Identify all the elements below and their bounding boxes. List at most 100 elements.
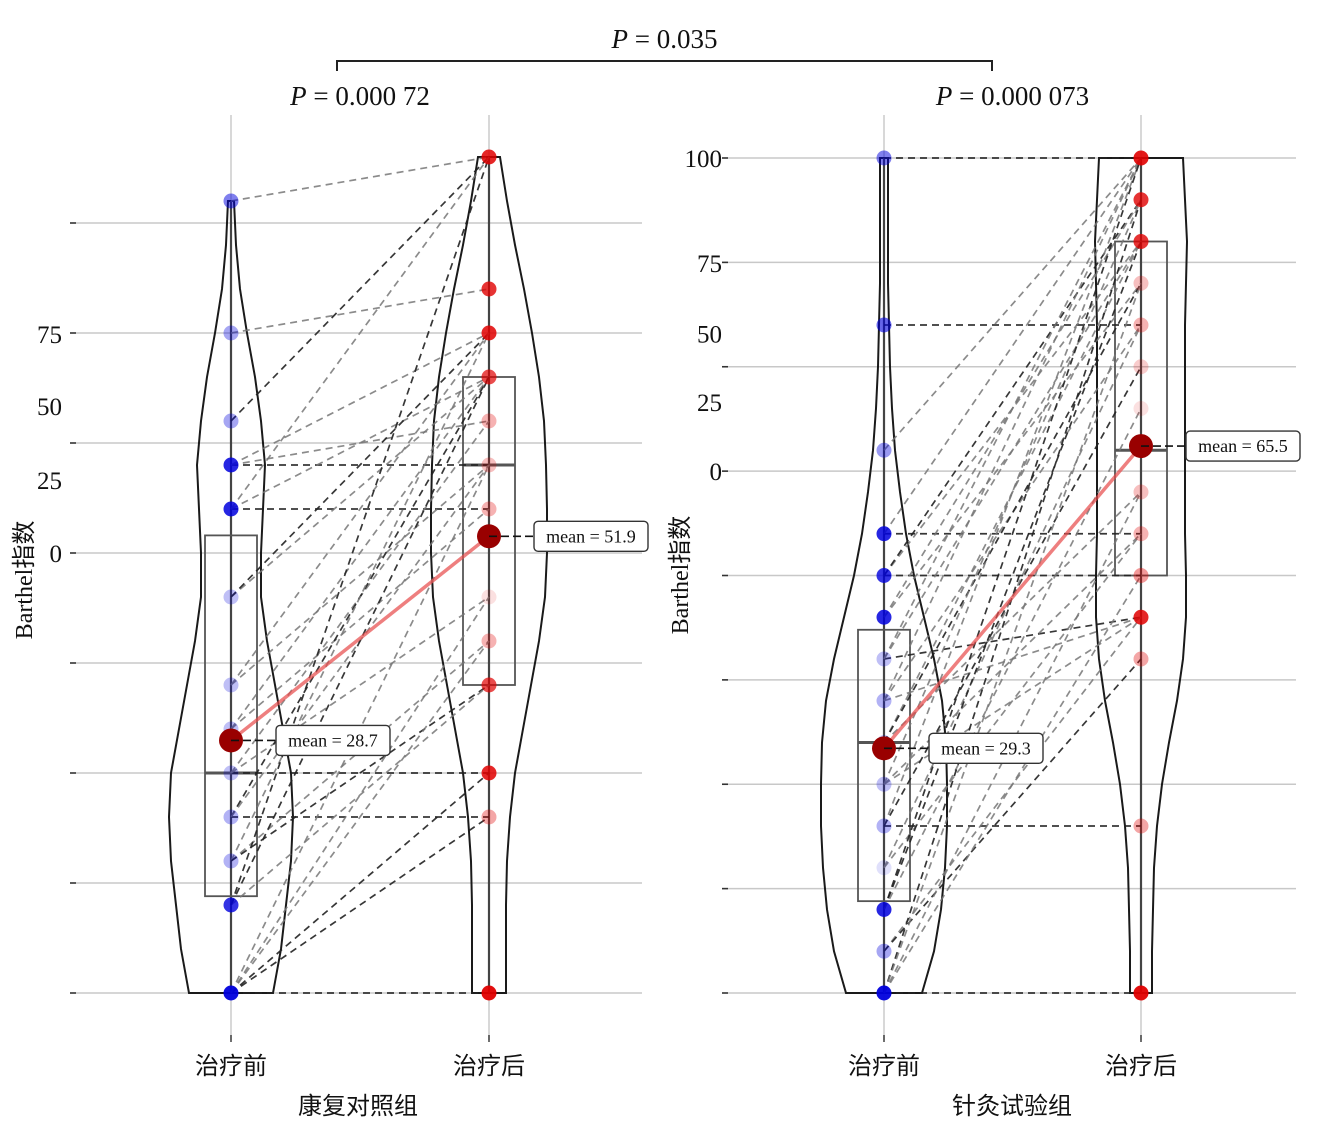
point-before (877, 526, 892, 541)
point-after (482, 590, 497, 605)
point-after (482, 986, 497, 1001)
group-axis-label: 针灸试验组 (952, 1092, 1072, 1120)
paired-line (884, 158, 1141, 534)
y-tick-label: 0 (50, 541, 63, 568)
y-tick-label: 75 (37, 322, 62, 349)
y-tick-label: 25 (37, 468, 62, 495)
paired-line (884, 158, 1141, 701)
x-tick-label: 治疗前 (195, 1052, 267, 1080)
point-after (1134, 526, 1149, 541)
point-after (1134, 568, 1149, 583)
point-before (224, 326, 239, 341)
point-after (1134, 276, 1149, 291)
point-after (482, 678, 497, 693)
point-after (482, 634, 497, 649)
y-tick-label: 50 (697, 321, 722, 348)
point-after (1134, 401, 1149, 416)
p-value-text: = 0.000 72 (307, 81, 430, 111)
point-before (877, 902, 892, 917)
point-after (482, 326, 497, 341)
paired-line (231, 377, 489, 597)
p-value-within-group: P = 0.000 72 (289, 81, 430, 111)
point-after (1134, 610, 1149, 625)
point-after (1134, 819, 1149, 834)
y-tick-label: 0 (710, 459, 723, 486)
x-tick-label: 治疗后 (453, 1052, 525, 1080)
mean-label-before: mean = 28.7 (288, 730, 378, 750)
paired-line (231, 685, 489, 905)
y-tick-label: 50 (37, 394, 62, 421)
p-symbol: P (935, 81, 953, 111)
paired-line (231, 333, 489, 861)
paired-line (884, 283, 1141, 993)
point-before (224, 810, 239, 825)
point-before (877, 860, 892, 875)
point-before (877, 610, 892, 625)
p-value-between-groups: P = 0.035 (611, 24, 718, 54)
point-after (482, 810, 497, 825)
point-after (1134, 652, 1149, 667)
paired-line (231, 157, 489, 201)
point-before (877, 318, 892, 333)
point-before (224, 986, 239, 1001)
point-before (877, 944, 892, 959)
point-before (877, 693, 892, 708)
paired-line (231, 157, 489, 905)
paired-line (884, 283, 1141, 742)
paired-line (884, 325, 1141, 701)
point-before (224, 414, 239, 429)
paired-line (231, 817, 489, 993)
point-after (482, 370, 497, 385)
point-before (877, 443, 892, 458)
point-before (224, 678, 239, 693)
y-tick-label: 75 (697, 251, 722, 278)
point-after (1134, 192, 1149, 207)
comparison-bracket (337, 61, 992, 71)
point-after (1134, 318, 1149, 333)
p-value-within-group: P = 0.000 073 (935, 81, 1089, 111)
p-value-text: = 0.000 073 (952, 81, 1089, 111)
point-after (482, 458, 497, 473)
point-before (224, 502, 239, 517)
paired-line (231, 157, 489, 421)
paired-violin-chart: mean = 28.7 mean = 51.9 mean = 29.3 mean = … (0, 0, 1318, 1131)
point-before (224, 854, 239, 869)
p-symbol: P (289, 81, 307, 111)
point-before (877, 652, 892, 667)
y-tick-label: 100 (685, 146, 723, 173)
mean-label-after: mean = 51.9 (546, 526, 636, 546)
y-tick-label: 25 (697, 390, 722, 417)
point-after (1134, 234, 1149, 249)
point-before (224, 194, 239, 209)
point-after (482, 414, 497, 429)
mean-label-before: mean = 29.3 (941, 738, 1031, 758)
point-before (224, 766, 239, 781)
point-after (482, 282, 497, 297)
paired-line (231, 509, 489, 729)
y-axis-label: Barthel指数 (667, 516, 694, 635)
paired-line (884, 409, 1141, 910)
mean-connector-line (231, 536, 489, 740)
point-after (1134, 359, 1149, 374)
point-before (224, 458, 239, 473)
point-before (877, 819, 892, 834)
paired-line (231, 465, 489, 685)
point-before (877, 568, 892, 583)
x-tick-label: 治疗后 (1105, 1052, 1177, 1080)
point-before (877, 986, 892, 1001)
point-after (1134, 986, 1149, 1001)
p-symbol: P (611, 24, 629, 54)
paired-line (884, 200, 1141, 576)
point-after (1134, 485, 1149, 500)
mean-label-after: mean = 65.5 (1198, 436, 1288, 456)
point-before (224, 898, 239, 913)
point-after (482, 766, 497, 781)
point-after (482, 502, 497, 517)
point-before (877, 151, 892, 166)
y-axis-label: Barthel指数 (11, 521, 38, 640)
paired-line (231, 333, 489, 465)
point-after (482, 150, 497, 165)
paired-line (884, 158, 1141, 659)
x-tick-label: 治疗前 (848, 1052, 920, 1080)
p-value-text: = 0.035 (628, 24, 717, 54)
